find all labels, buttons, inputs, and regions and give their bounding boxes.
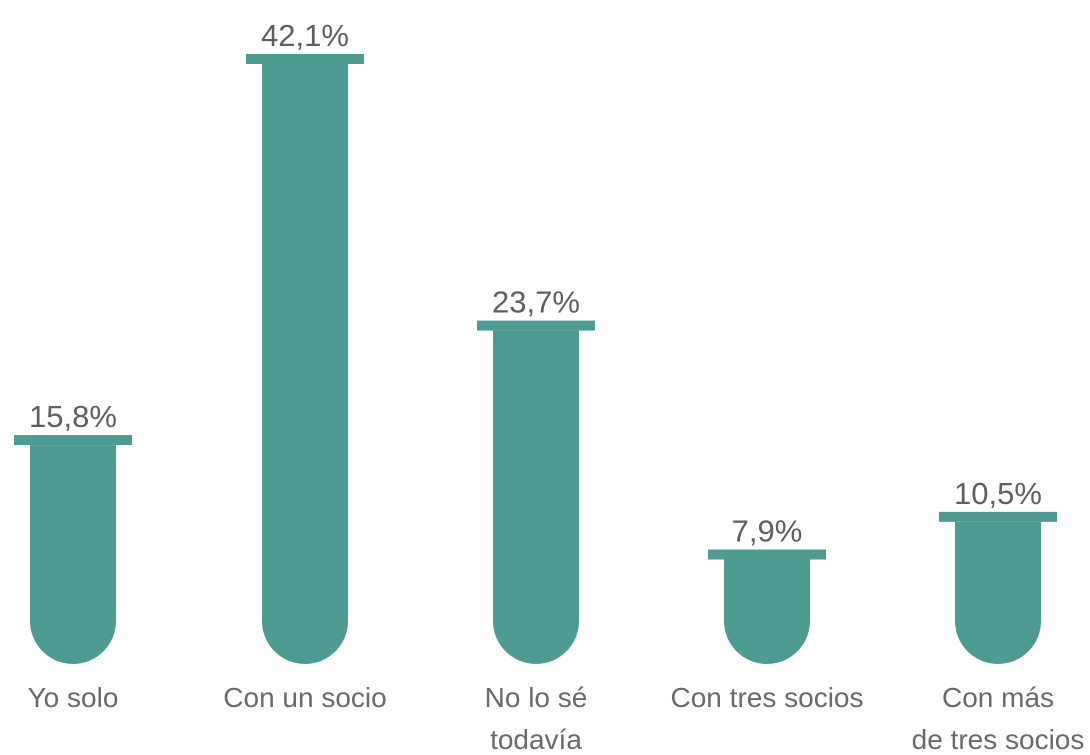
value-label-2: 42,1% [261,18,349,53]
category-label-4: Con tres socios [671,682,864,713]
value-label-3: 23,7% [492,285,580,320]
bar-1 [30,445,116,664]
bar-cap-3 [477,320,595,331]
bar-3 [493,330,579,664]
bar-4 [724,559,810,664]
category-label-1: Yo solo [28,682,119,713]
category-label-3-line-2: todavía [490,724,582,755]
category-label-2: Con un socio [223,682,386,713]
value-labels-group: 15,8% 42,1% 23,7% 7,9% 10,5% [29,18,1042,549]
bar-cap-4 [708,549,826,560]
bars-group [14,54,1057,664]
category-labels-group: Yo solo Con un socio No lo sé todavía Con tr… [28,682,1085,755]
value-label-1: 15,8% [29,399,117,434]
value-label-5: 10,5% [954,476,1042,511]
category-label-5-line-1: Con más [942,682,1054,713]
bar-2 [262,64,348,664]
value-label-4: 7,9% [732,514,803,549]
bar-cap-1 [14,435,132,446]
bar-cap-5 [939,511,1057,522]
bar-5 [955,521,1041,664]
category-label-3-line-1: No lo sé [485,682,588,713]
category-label-5-line-2: de tres socios [912,724,1085,755]
bar-cap-2 [246,54,364,64]
